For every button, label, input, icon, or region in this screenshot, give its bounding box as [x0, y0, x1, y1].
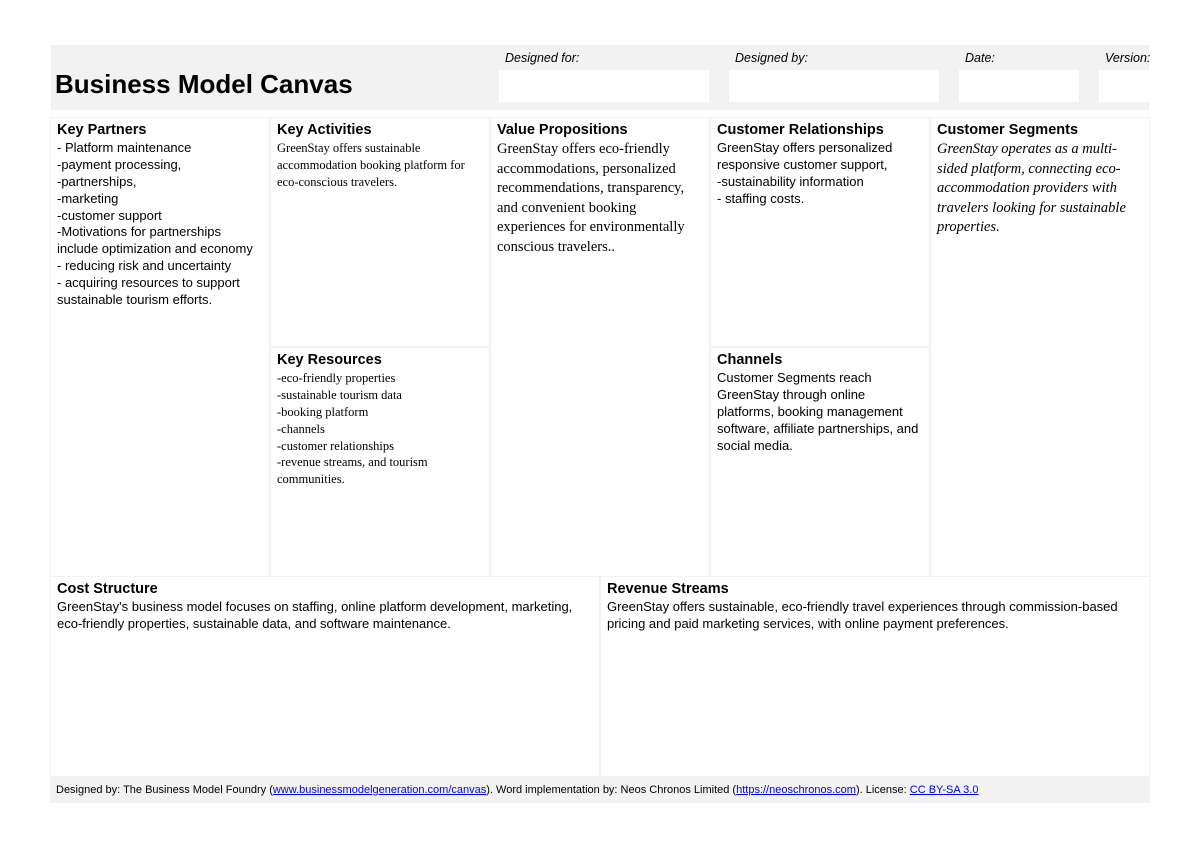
body-cost-structure: GreenStay's business model focuses on st…	[57, 599, 591, 633]
block-customer-relationships: Customer Relationships GreenStay offers …	[710, 117, 930, 347]
field-date[interactable]	[959, 70, 1079, 102]
block-key-resources: Key Resources -eco-friendly properties -…	[270, 347, 490, 577]
footer-mid1: ). Word implementation by: Neos Chronos …	[486, 784, 736, 796]
block-cost-structure: Cost Structure GreenStay's business mode…	[50, 577, 600, 777]
body-customer-segments: GreenStay operates as a multi-sided plat…	[937, 140, 1141, 238]
body-key-partners: - Platform maintenance -payment processi…	[57, 140, 261, 309]
footer-mid2: ). License:	[856, 784, 910, 796]
title-key-resources: Key Resources	[277, 352, 481, 368]
canvas-title: Business Model Canvas	[51, 45, 499, 110]
block-key-activities: Key Activities GreenStay offers sustaina…	[270, 117, 490, 347]
header-designed-by: Designed by:	[729, 45, 959, 110]
block-revenue-streams: Revenue Streams GreenStay offers sustain…	[600, 577, 1150, 777]
header-version: Version:	[1099, 45, 1151, 110]
block-customer-segments: Customer Segments GreenStay operates as …	[930, 117, 1150, 577]
title-cost-structure: Cost Structure	[57, 581, 591, 597]
label-version: Version:	[1099, 45, 1151, 70]
footer-prefix: Designed by: The Business Model Foundry …	[56, 784, 273, 796]
title-customer-segments: Customer Segments	[937, 122, 1141, 138]
body-key-activities: GreenStay offers sustainable accommodati…	[277, 140, 481, 191]
body-revenue-streams: GreenStay offers sustainable, eco-friend…	[607, 599, 1141, 633]
title-customer-relationships: Customer Relationships	[717, 122, 921, 138]
label-designed-for: Designed for:	[499, 45, 729, 70]
title-value-propositions: Value Propositions	[497, 122, 701, 138]
field-designed-by[interactable]	[729, 70, 939, 102]
business-model-canvas: Business Model Canvas Designed for: Desi…	[50, 44, 1150, 803]
field-designed-for[interactable]	[499, 70, 709, 102]
body-value-propositions: GreenStay offers eco-friendly accommodat…	[497, 140, 701, 257]
label-date: Date:	[959, 45, 1099, 70]
footer-link-bmf[interactable]: www.businessmodelgeneration.com/canvas	[273, 784, 486, 796]
body-customer-relationships: GreenStay offers personalized responsive…	[717, 140, 921, 208]
body-channels: Customer Segments reach GreenStay throug…	[717, 370, 921, 454]
canvas-grid-top: Key Partners - Platform maintenance -pay…	[50, 117, 1150, 577]
title-key-partners: Key Partners	[57, 122, 261, 138]
block-channels: Channels Customer Segments reach GreenSt…	[710, 347, 930, 577]
canvas-header: Business Model Canvas Designed for: Desi…	[50, 44, 1150, 111]
title-key-activities: Key Activities	[277, 122, 481, 138]
field-version[interactable]	[1099, 70, 1151, 102]
title-revenue-streams: Revenue Streams	[607, 581, 1141, 597]
header-designed-for: Designed for:	[499, 45, 729, 110]
block-value-propositions: Value Propositions GreenStay offers eco-…	[490, 117, 710, 577]
canvas-grid-bottom: Cost Structure GreenStay's business mode…	[50, 577, 1150, 777]
header-date: Date:	[959, 45, 1099, 110]
body-key-resources: -eco-friendly properties -sustainable to…	[277, 370, 481, 488]
footer-link-neos[interactable]: https://neoschronos.com	[736, 784, 856, 796]
canvas-footer: Designed by: The Business Model Foundry …	[50, 777, 1150, 803]
block-key-partners: Key Partners - Platform maintenance -pay…	[50, 117, 270, 577]
title-channels: Channels	[717, 352, 921, 368]
label-designed-by: Designed by:	[729, 45, 959, 70]
footer-link-license[interactable]: CC BY-SA 3.0	[910, 784, 979, 796]
